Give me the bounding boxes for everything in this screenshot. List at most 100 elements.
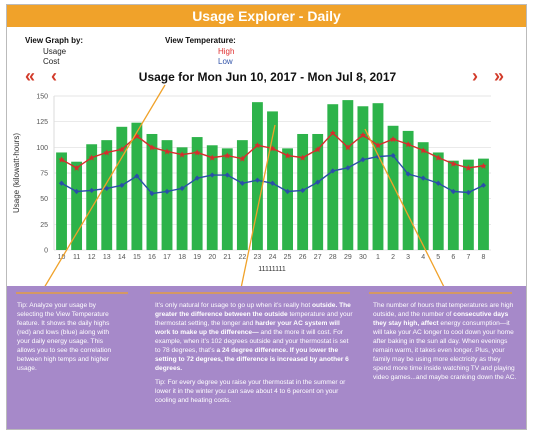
usage-bar	[447, 160, 459, 250]
usage-bar	[116, 126, 128, 250]
y-tick-label: 50	[40, 196, 48, 203]
high-temperature-point	[194, 149, 201, 156]
x-tick-label: 3	[406, 254, 410, 261]
x-axis-title: 11111111	[258, 266, 286, 273]
high-temperature-point	[359, 132, 366, 139]
high-temperature-point	[420, 147, 427, 154]
x-tick-label: 19	[193, 254, 201, 261]
high-temperature-point	[374, 142, 381, 149]
x-tick-label: 14	[118, 254, 126, 261]
low-temperature-point	[239, 180, 245, 186]
first-period-button[interactable]: «	[25, 66, 36, 86]
usage-bar	[402, 130, 414, 250]
x-tick-label: 30	[359, 254, 367, 261]
high-temperature-point	[133, 133, 140, 140]
low-temperature-point	[74, 188, 80, 195]
low-temperature-point	[435, 180, 441, 186]
low-temperature-point	[345, 165, 351, 171]
high-temperature-point	[58, 156, 65, 163]
high-temperature-point	[390, 136, 397, 143]
view-graph-usage-option[interactable]: Usage	[43, 47, 67, 56]
low-temperature-point	[480, 182, 487, 188]
high-temperature-point	[254, 142, 261, 149]
x-tick-label: 27	[314, 254, 322, 261]
low-temperature-point	[194, 175, 200, 181]
x-tick-label: 13	[103, 254, 111, 261]
x-tick-label: 21	[223, 254, 231, 261]
last-period-button[interactable]: »	[494, 66, 505, 86]
tips-panel: Tip: Analyze your usage by selecting the…	[7, 286, 526, 429]
x-tick-label: 18	[178, 254, 186, 261]
next-period-button[interactable]: ›	[472, 66, 478, 86]
usage-bar	[236, 140, 248, 250]
usage-bar	[71, 161, 83, 250]
low-temperature-point	[89, 187, 95, 194]
high-temperature-point	[164, 148, 171, 155]
low-temperature-point	[164, 188, 170, 195]
low-temperature-point	[405, 171, 411, 177]
low-temperature-point	[315, 179, 321, 185]
x-tick-label: 2	[391, 254, 395, 261]
high-temperature-point	[118, 146, 125, 153]
y-tick-label: 75	[40, 171, 48, 178]
x-tick-label: 15	[133, 254, 141, 261]
view-temperature-label: View Temperature:	[165, 36, 236, 45]
low-temperature-point	[119, 182, 125, 188]
view-temperature-low-option[interactable]: Low	[218, 57, 233, 66]
y-tick-label: 0	[44, 248, 48, 255]
page-title: Usage Explorer - Daily	[7, 5, 526, 27]
x-tick-label: 25	[284, 254, 292, 261]
low-temperature-point	[149, 190, 155, 197]
high-temperature-point	[314, 146, 321, 153]
view-graph-cost-option[interactable]: Cost	[43, 57, 60, 66]
high-temperature-point	[148, 144, 155, 151]
low-temperature-point	[450, 188, 456, 195]
usage-bar	[372, 103, 384, 250]
usage-chart: Usage (kilowatt-hours) 11111111 02550751…	[12, 84, 491, 290]
x-tick-label: 17	[163, 254, 171, 261]
tip-temperature-difference: It’s only natural for usage to go up whe…	[155, 302, 353, 404]
x-tick-label: 23	[254, 254, 262, 261]
usage-bar	[101, 140, 113, 250]
usage-bar	[221, 148, 233, 250]
low-temperature-point	[300, 187, 306, 194]
callout-line-2	[239, 124, 276, 290]
high-temperature-point	[405, 141, 412, 148]
x-tick-label: 16	[148, 254, 156, 261]
high-temperature-point	[284, 152, 291, 159]
y-tick-label: 25	[40, 222, 48, 229]
usage-bar	[342, 100, 354, 251]
view-temperature-high-option[interactable]: High	[218, 47, 235, 56]
x-tick-label: 26	[299, 254, 307, 261]
low-temperature-point	[284, 188, 291, 195]
high-temperature-point	[73, 164, 80, 171]
high-temperature-point	[209, 154, 216, 161]
low-temperature-point	[375, 153, 381, 160]
high-temperature-point	[299, 154, 306, 161]
x-tick-label: 29	[344, 254, 352, 261]
high-temperature-point	[179, 151, 186, 158]
high-temperature-point	[224, 152, 231, 159]
x-tick-label: 11	[73, 254, 80, 261]
y-tick-label: 150	[36, 94, 48, 101]
usage-explorer-panel: Usage Explorer - Daily View Graph by: Us…	[6, 4, 527, 430]
usage-bar	[312, 133, 324, 250]
high-temperature-point	[269, 145, 276, 152]
high-temperature-point	[88, 154, 95, 161]
y-tick-label: 125	[36, 119, 48, 126]
previous-period-button[interactable]: ‹	[51, 66, 57, 86]
x-tick-label: 20	[208, 254, 216, 261]
x-tick-label: 22	[238, 254, 246, 261]
usage-bar	[327, 104, 339, 250]
usage-bar	[252, 102, 263, 250]
x-tick-label: 8	[482, 254, 486, 261]
usage-bar	[131, 122, 143, 250]
low-temperature-point	[269, 180, 276, 186]
high-temperature-point	[239, 155, 246, 162]
tips-connector	[16, 292, 512, 294]
usage-bar	[417, 142, 429, 250]
x-tick-label: 24	[269, 254, 277, 261]
usage-bar	[86, 144, 98, 250]
low-temperature-point	[58, 180, 65, 186]
low-temperature-point	[390, 152, 396, 159]
